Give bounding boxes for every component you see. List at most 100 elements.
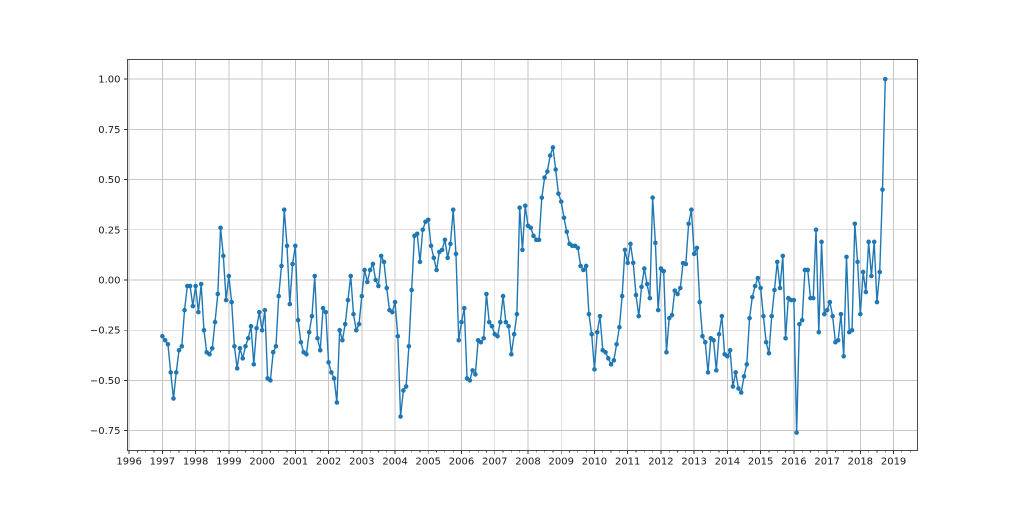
x-tick-label-1998: 1998 [183,457,208,468]
data-point [268,378,273,383]
data-point [340,337,345,343]
data-point [653,240,658,246]
data-point [196,309,201,315]
x-tick-label-2019: 2019 [881,457,906,468]
data-point [351,311,356,317]
data-point [830,313,835,319]
data-point [730,384,736,389]
x-tick-label-2004: 2004 [382,457,407,468]
data-point [772,287,777,293]
data-point [165,341,171,347]
data-point [484,291,489,297]
data-point [752,283,758,289]
data-point [819,239,824,245]
data-point [434,267,439,273]
data-point [376,283,381,289]
data-point [639,284,644,290]
data-point [160,333,165,339]
data-point [650,195,655,200]
data-point [536,237,542,243]
x-tick-label-2000: 2000 [249,457,274,468]
data-point [453,251,459,257]
data-point [276,293,282,299]
data-point [689,207,694,213]
data-point [329,370,334,375]
data-point [323,309,329,315]
y-tick-label-−0.25: −0.25 [90,326,121,337]
data-point [431,255,437,261]
data-point [315,335,320,341]
data-point [882,76,888,82]
data-point [625,260,630,266]
data-point [531,233,536,239]
x-tick-label-2015: 2015 [748,457,773,468]
data-point [201,327,207,333]
data-point [331,376,337,381]
data-point [777,285,783,291]
data-point [589,331,594,337]
data-point [822,311,827,317]
data-point [683,261,689,267]
data-point [636,313,642,319]
data-point [190,303,196,309]
y-tick-label-1.00: 1.00 [98,75,120,86]
data-point [869,273,874,279]
x-tick-label-2008: 2008 [515,457,540,468]
data-point [774,259,780,265]
data-point [459,319,464,325]
tick-labels: 1996 1997 1998 1999 2000 2001 2002 2003 2004 2005… [90,75,906,468]
data-point [799,317,805,323]
data-point [245,335,251,341]
data-point [738,390,744,395]
data-point [761,313,766,319]
data-point [406,343,412,349]
x-tick-label-2001: 2001 [283,457,308,468]
data-point [860,269,866,275]
data-point [284,243,290,249]
data-point [229,299,234,305]
data-point [359,293,365,299]
data-point [711,337,716,343]
data-point [243,343,248,349]
data-point [207,352,212,357]
data-point [581,267,586,273]
data-point [744,362,750,367]
x-tick-label-2010: 2010 [582,457,607,468]
data-point [539,195,545,200]
data-point [691,251,697,257]
data-point [337,327,342,333]
data-point [575,245,581,251]
data-point [714,368,719,373]
data-point [320,305,326,311]
data-point [467,378,473,383]
data-point [558,199,564,204]
data-point [290,261,295,267]
y-tick-label-−0.75: −0.75 [90,426,121,437]
x-tick-label-2014: 2014 [715,457,740,468]
data-point [838,311,844,317]
plot-border [127,59,918,451]
data-point [461,305,467,311]
data-point [193,283,198,289]
y-tick-label-0.25: 0.25 [98,225,120,236]
data-point [766,351,772,356]
data-point [273,343,279,349]
data-point [439,247,445,253]
data-point [750,294,755,300]
data-point [758,285,763,291]
data-point [866,239,871,245]
data-point [481,335,486,341]
data-point [716,331,722,337]
data-point [702,339,708,345]
data-point [403,384,409,389]
data-point [697,299,702,305]
data-point [661,268,666,274]
data-point [594,329,600,335]
data-point [780,253,786,259]
data-point [678,285,683,291]
axes-spines [127,59,918,451]
data-point [334,400,340,405]
data-point [794,430,799,435]
data-point [542,175,547,180]
